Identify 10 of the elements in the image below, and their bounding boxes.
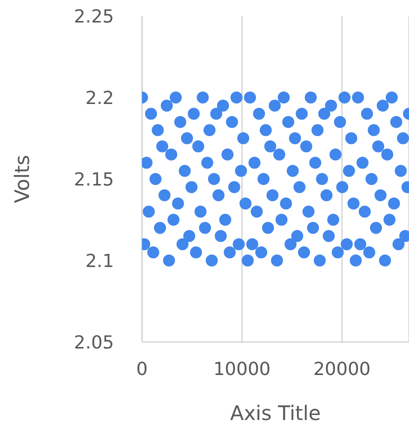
x-tick-label: 10000 — [213, 358, 271, 380]
y-tick-label: 2.1 — [85, 250, 114, 272]
y-axis-title: Volts — [10, 154, 34, 204]
x-tick-label: 0 — [136, 358, 148, 380]
y-tick-label: 2.25 — [74, 6, 114, 28]
y-tick-label: 2.2 — [85, 88, 114, 109]
x-tick-label: 20000 — [313, 358, 371, 380]
y-tick-label: 2.05 — [74, 332, 114, 354]
y-tick-label: 2.15 — [74, 169, 114, 190]
x-axis-title: Axis Title — [230, 401, 321, 425]
